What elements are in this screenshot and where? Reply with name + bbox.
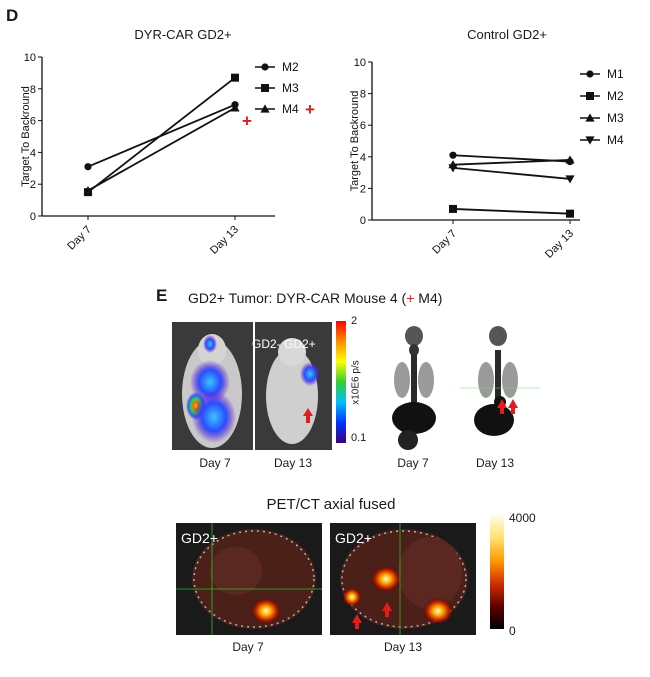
chart2-series-line	[452, 208, 571, 215]
panel-letter-d: D	[6, 6, 19, 25]
axial-scale-max: 4000	[509, 511, 536, 525]
chart2-data-point	[448, 164, 458, 173]
axial-scale-min: 0	[509, 624, 516, 638]
axial-day7-tag: GD2+	[181, 530, 218, 546]
chart1-ytick-label: 6	[30, 116, 36, 128]
chart2-series-line	[452, 159, 571, 166]
pet-arrow1-icon	[497, 399, 507, 414]
bli-day7-label: Day 7	[199, 456, 231, 470]
chart1-legend-plus: +	[305, 100, 315, 119]
pet-arrow2-icon	[508, 399, 518, 414]
chart2-legend-label: M1	[607, 67, 624, 81]
chart2-data-point	[449, 204, 457, 213]
chart1-ytick-label: 2	[30, 179, 36, 191]
chart2-legend-marker	[586, 70, 594, 78]
chart2-ytick-label: 6	[360, 120, 366, 132]
chart2-legend-label: M4	[607, 133, 624, 147]
chart2-legend-marker	[585, 136, 595, 145]
axial-day13-graphic	[330, 523, 476, 635]
chart1-legend-label: M2	[282, 60, 299, 74]
chart2-xtick-label: Day 13	[543, 228, 576, 261]
chart2-ylabel: Target To Backround	[349, 91, 361, 192]
chart1-svg: 0 2 4 6 8 10 Day 7 Day 13 Target To Backround M2 M…	[20, 52, 315, 257]
chart1-ytick-label: 10	[24, 52, 36, 64]
axial-colorbar	[490, 515, 504, 629]
chart2-data-point	[565, 155, 575, 164]
chart2-legend-marker	[586, 92, 594, 100]
panel-e-title-prefix: GD2+ Tumor: DYR-CAR Mouse 4 (	[188, 290, 407, 306]
axial-day7-label: Day 7	[232, 640, 264, 654]
chart2-ytick-label: 4	[360, 152, 366, 164]
chart2-xtick-label: Day 7	[430, 228, 459, 257]
chart1-data-point	[230, 103, 240, 112]
panel-e-title: GD2+ Tumor: DYR-CAR Mouse 4 (+ M4)	[188, 290, 442, 306]
chart1-ytick-label: 4	[30, 147, 36, 159]
bli-day13-label: Day 13	[273, 456, 313, 470]
chart1-data-point	[231, 73, 239, 82]
bli-scale-min: 0.1	[351, 432, 367, 444]
chart1-legend-marker	[260, 104, 270, 113]
chart1-legend-label: M3	[282, 81, 299, 95]
chart2-ytick-label: 2	[360, 183, 366, 195]
bli-arrow-icon	[303, 408, 313, 423]
chart2-legend-label: M3	[607, 111, 624, 125]
pet-mip-image-pair	[378, 320, 540, 450]
chart1-data-point	[84, 163, 92, 171]
axial-arrow2-icon	[382, 602, 392, 617]
pet-day7-label: Day 7	[397, 456, 429, 470]
chart2-data-point	[449, 151, 457, 159]
chart2-series-line	[452, 166, 571, 180]
bli-image-pair	[172, 322, 332, 450]
axial-day7-image	[176, 523, 322, 635]
axial-arrow1-icon	[352, 614, 362, 629]
axial-day13-tag: GD2+	[335, 530, 372, 546]
axial-day13-image	[330, 523, 476, 635]
panel-e-title-suffix: M4)	[414, 290, 443, 306]
chart1-legend-marker	[261, 63, 269, 71]
axial-day13-label: Day 13	[383, 640, 423, 654]
chart2-ytick-label: 8	[360, 89, 366, 101]
chart2-ytick-label: 0	[360, 215, 366, 227]
chart1-legend-marker	[261, 84, 269, 92]
chart2-data-point	[565, 175, 575, 184]
panel-e-title-plus: +	[406, 290, 415, 306]
chart1-legend-label: M4	[282, 102, 299, 116]
chart2-legend-label: M2	[607, 89, 624, 103]
chart2-ytick-label: 10	[354, 57, 366, 69]
chart1-ytick-label: 8	[30, 84, 36, 96]
chart1-data-point	[83, 185, 93, 195]
bli-scale-unit: x10E6 p/s	[350, 360, 362, 405]
chart1-ytick-label: 0	[30, 211, 36, 223]
pet-day13-label: Day 13	[475, 456, 515, 470]
chart2-data-point	[566, 209, 574, 218]
bli-image-graphic	[172, 322, 332, 450]
chart1-xtick-label: Day 7	[65, 224, 94, 253]
chart1-title: DYR-CAR GD2+	[134, 27, 232, 42]
axial-day7-graphic	[176, 523, 322, 635]
chart1-series-line	[87, 107, 236, 192]
bli-scale-max: 2	[351, 315, 358, 327]
axial-title: PET/CT axial fused	[266, 496, 396, 513]
pet-mip-graphic	[378, 320, 540, 450]
panel-letter-e: E	[156, 286, 168, 305]
chart2-svg: 0 2 4 6 8 10 Day 7 Day 13 Target To Backround M1 M…	[349, 57, 624, 261]
chart1-annotation-plus: +	[242, 112, 252, 131]
chart1-series-line	[87, 76, 236, 193]
chart1-xtick-label: Day 13	[208, 224, 241, 257]
bli-colorbar	[336, 321, 346, 443]
bli-overlay-text: GD2- GD2+	[252, 337, 316, 351]
chart2-title: Control GD2+	[467, 27, 547, 42]
chart2-legend-marker	[585, 113, 595, 122]
chart1-ylabel: Target To Backround	[20, 86, 32, 187]
